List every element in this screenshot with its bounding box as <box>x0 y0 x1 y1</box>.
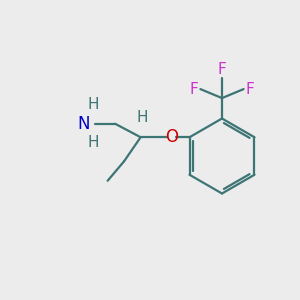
Text: F: F <box>190 82 198 97</box>
Text: O: O <box>166 128 178 146</box>
Text: N: N <box>77 115 90 133</box>
Text: F: F <box>246 82 254 97</box>
Text: H: H <box>136 110 148 125</box>
Text: H: H <box>88 135 99 150</box>
Text: F: F <box>218 61 226 76</box>
Text: H: H <box>88 97 99 112</box>
